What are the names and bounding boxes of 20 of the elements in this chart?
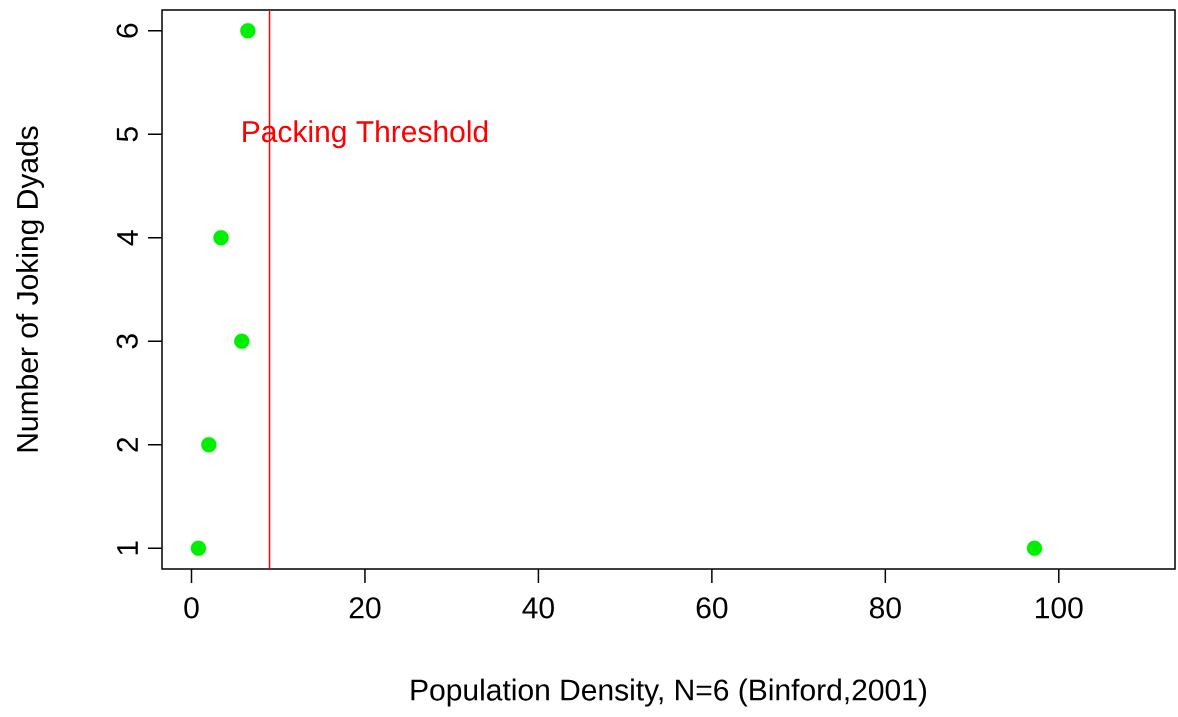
x-tick-label: 80 — [869, 597, 901, 619]
x-axis-title: Population Density, N=6 (Binford,2001) — [411, 678, 926, 707]
y-axis-title: Number of Joking Dyads — [16, 126, 44, 452]
y-tick-label: 3 — [116, 334, 138, 349]
point — [190, 540, 207, 556]
y-tick-label: 5 — [116, 127, 138, 142]
point — [213, 230, 229, 246]
x-tick-label: 0 — [184, 597, 199, 619]
y-tick-label: 4 — [117, 230, 138, 246]
x-tick-label: 20 — [349, 597, 381, 619]
y-tick-label: 6 — [116, 23, 138, 38]
x-tick-label: 40 — [522, 597, 554, 619]
point — [234, 333, 250, 349]
y-tick-label: 1 — [117, 541, 138, 555]
point — [1026, 540, 1043, 556]
x-tick-label: 100 — [1036, 597, 1083, 619]
x-tick-label: 60 — [696, 597, 728, 619]
point — [240, 23, 256, 39]
y-tick-label: 2 — [116, 437, 138, 452]
point — [201, 437, 217, 453]
